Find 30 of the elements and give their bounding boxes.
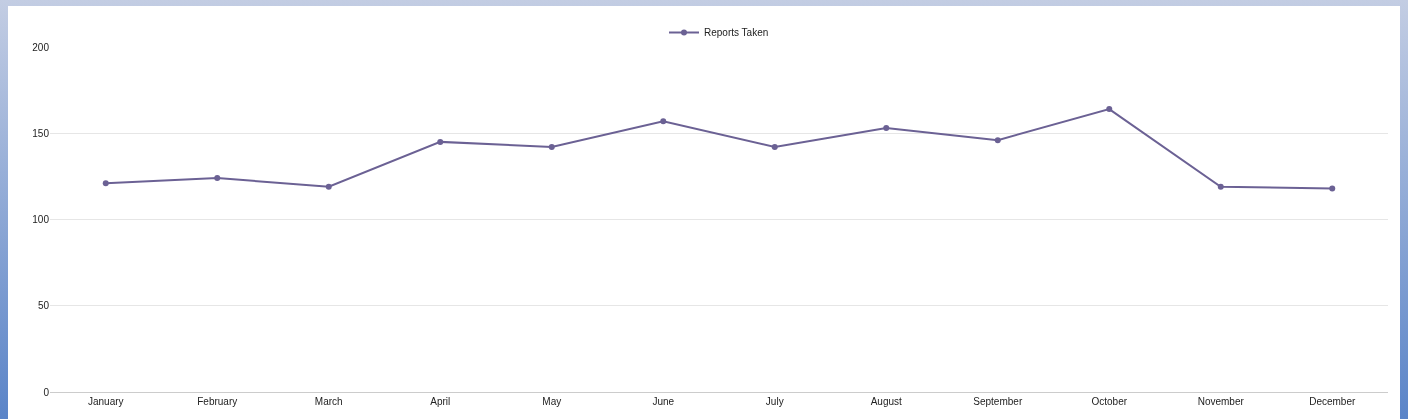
y-tick-label: 50 [37,300,50,312]
point [1217,183,1224,190]
point [994,137,1001,144]
y-tick-label: 200 [32,41,50,53]
point [1106,106,1113,113]
x-tick-label: January [87,396,124,407]
legend-label: Reports Taken [704,27,769,39]
y-tick-label: 100 [32,214,50,225]
y-tick-label: 150 [32,127,50,139]
x-tick-label: October [1091,396,1128,407]
point [214,175,221,182]
x-tick-label: July [765,396,784,407]
y-tick-label: 0 [43,386,50,398]
point [660,118,667,125]
x-tick-label: December [1309,396,1356,407]
x-tick-label: February [197,396,238,407]
point [548,144,555,151]
point [325,183,332,190]
point [883,125,890,132]
point [771,144,778,151]
x-tick-label: March [314,396,343,407]
point [1329,185,1336,192]
x-tick-label: August [870,396,903,407]
x-tick-label: June [652,396,675,407]
x-tick-label: May [542,396,562,407]
point [102,180,109,187]
point [437,138,444,145]
x-tick-label: September [973,396,1023,407]
x-tick-label: April [430,396,451,407]
x-tick-label: November [1197,396,1245,407]
